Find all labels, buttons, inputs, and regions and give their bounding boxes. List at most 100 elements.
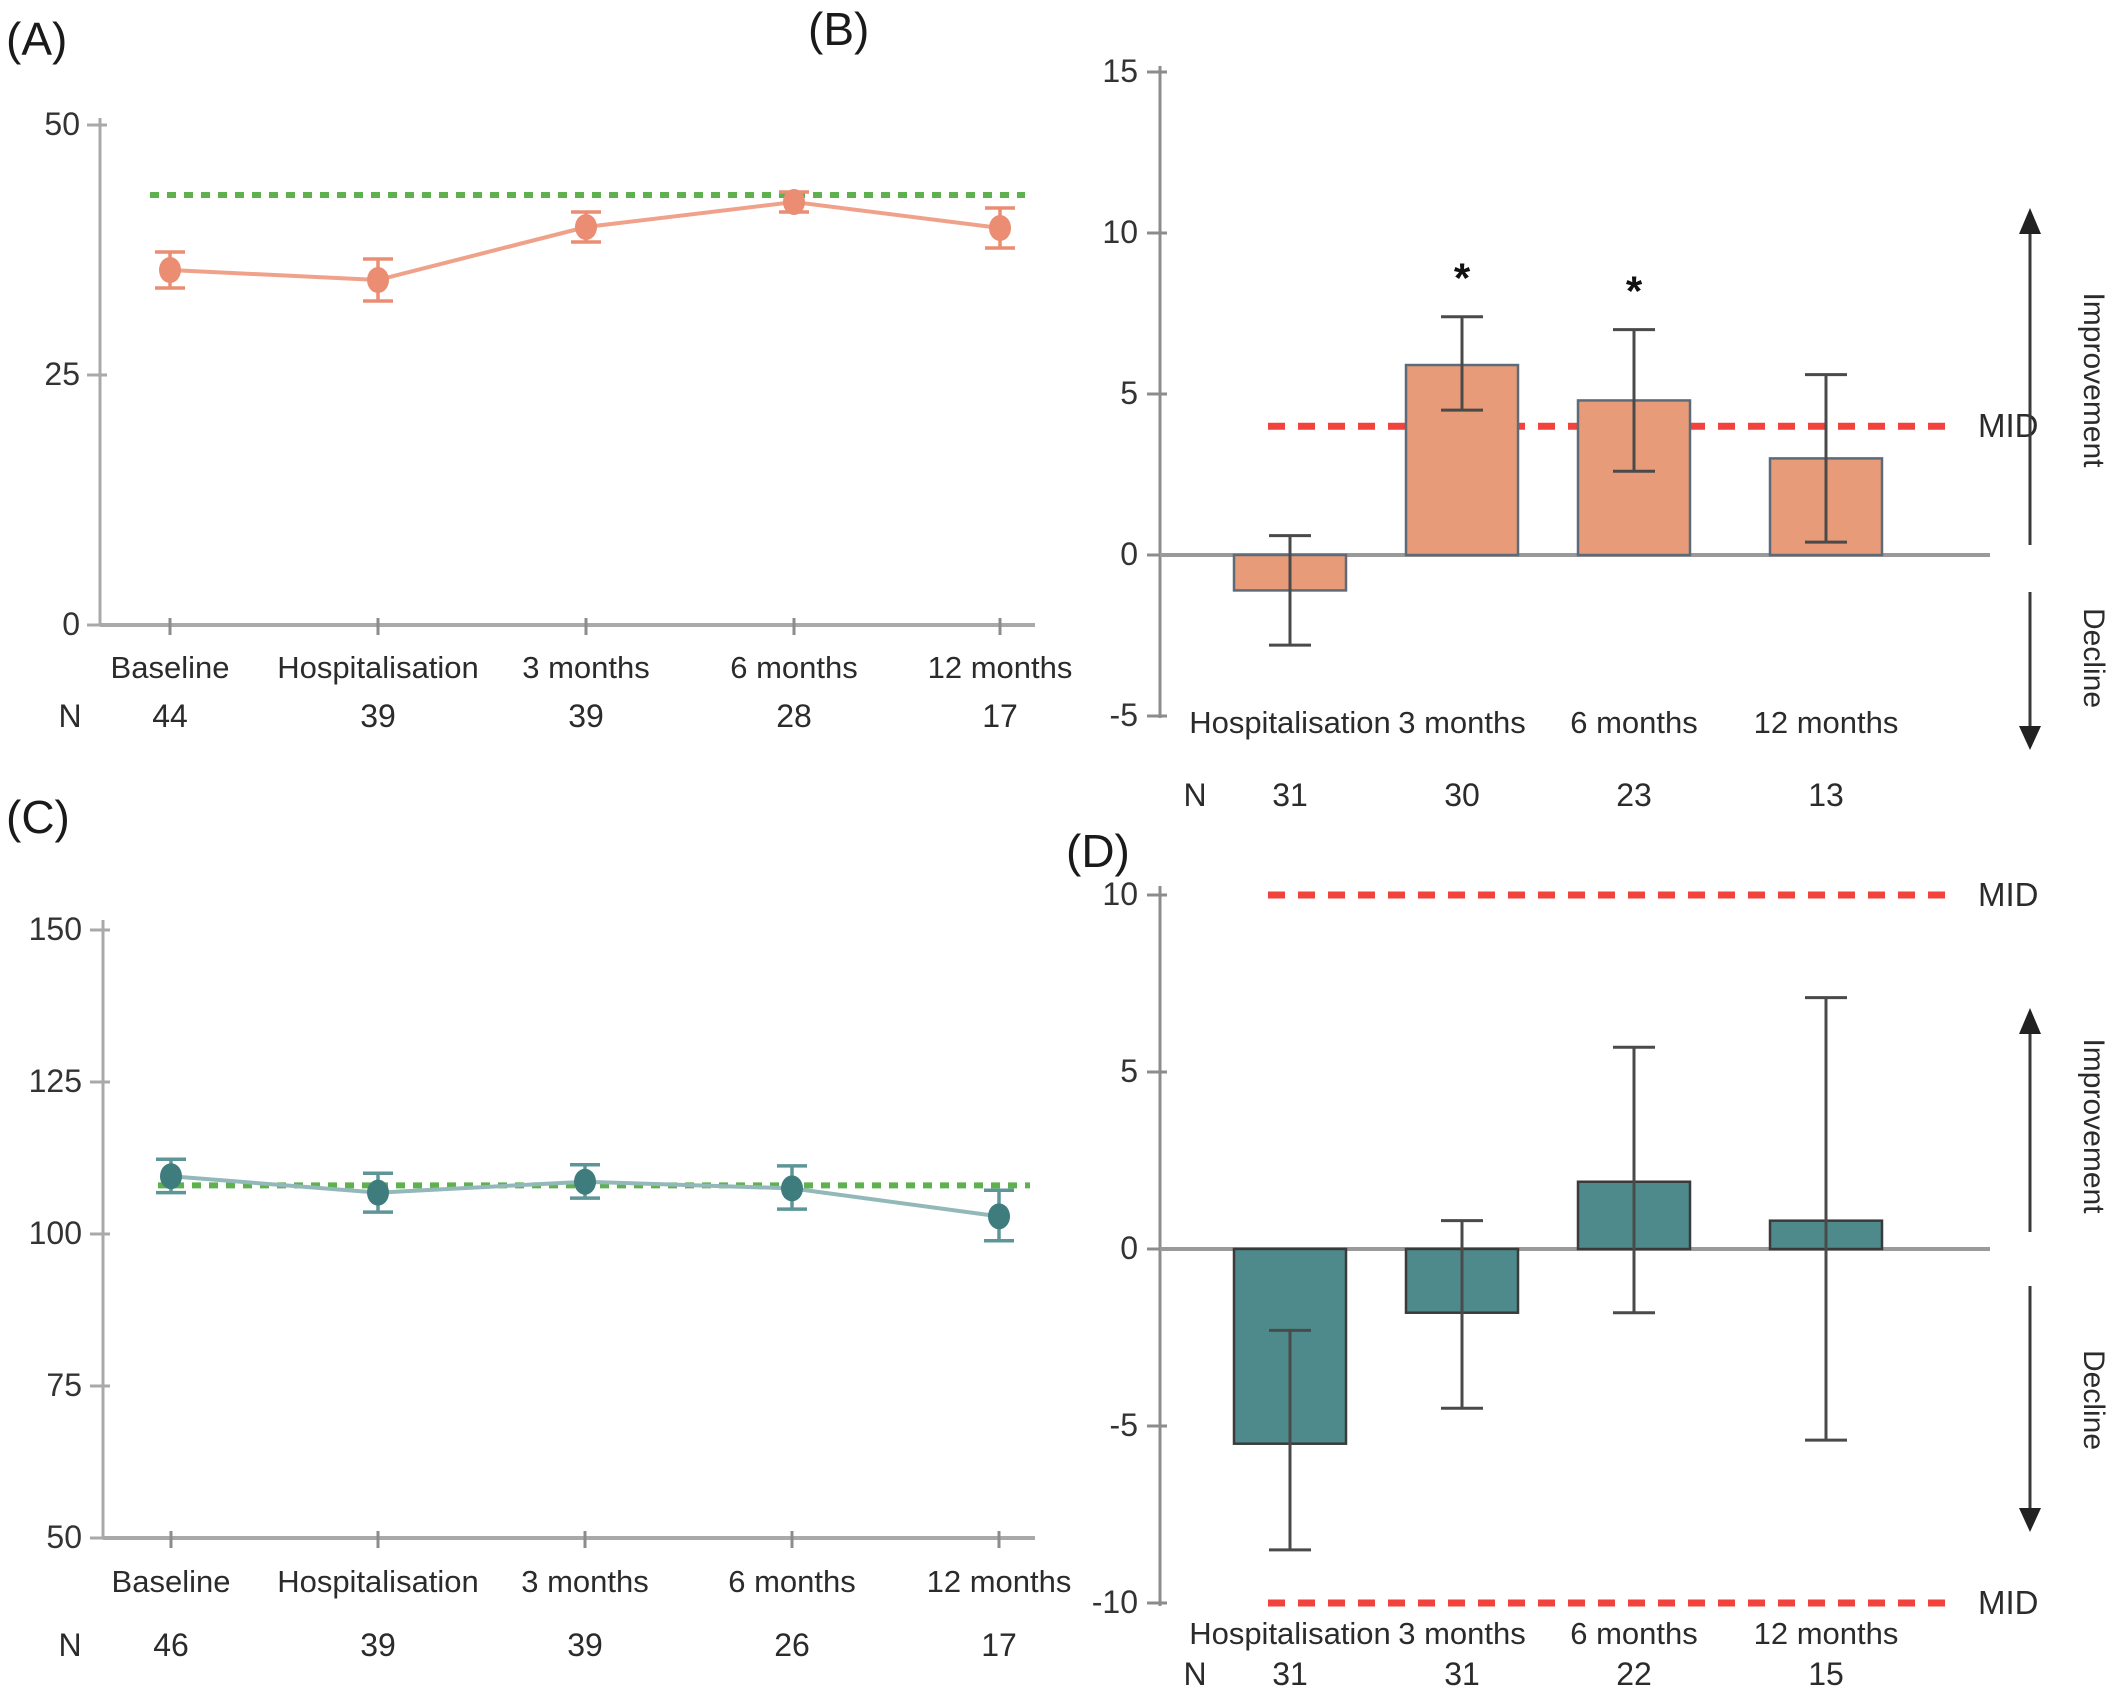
y-tick-label: 0 <box>1120 536 1138 572</box>
panel-label-c: (C) <box>6 791 70 843</box>
n-value: 39 <box>568 698 604 734</box>
improvement-arrowhead-icon <box>2019 208 2041 234</box>
y-tick-label: 125 <box>29 1063 82 1099</box>
category-label: 3 months <box>521 1564 649 1599</box>
panel-label-b: (B) <box>808 3 870 55</box>
category-label: Hospitalisation <box>1189 705 1391 740</box>
direction-annotations: Improvement Decline <box>2019 208 2110 750</box>
improvement-label: Improvement <box>2077 1038 2110 1214</box>
y-tick-label: 5 <box>1120 1053 1138 1089</box>
decline-arrowhead-icon <box>2019 1508 2041 1532</box>
category-label: Hospitalisation <box>277 650 479 685</box>
n-value: 22 <box>1616 1656 1652 1688</box>
panel-a: 50 25 0 Baseline Hospitalisation 3 months 6 mo… <box>44 106 1072 734</box>
data-point <box>367 267 389 293</box>
n-value: 15 <box>1808 1656 1844 1688</box>
data-point <box>574 1168 596 1195</box>
category-label: 12 months <box>1754 1616 1899 1651</box>
n-value: 31 <box>1272 777 1308 813</box>
y-tick-label: -5 <box>1110 1407 1138 1443</box>
error-bar <box>1441 1219 1483 1410</box>
n-value: 23 <box>1616 777 1652 813</box>
y-tick-label: -5 <box>1110 697 1138 733</box>
y-tick-label: 0 <box>62 606 80 642</box>
panel-label-d: (D) <box>1066 825 1130 877</box>
y-tick-label: 15 <box>1102 53 1138 89</box>
data-point <box>160 1163 182 1190</box>
n-value: 30 <box>1444 777 1480 813</box>
error-bar <box>1441 315 1483 412</box>
y-tick-label: -10 <box>1092 1584 1138 1620</box>
n-value: 31 <box>1444 1656 1480 1688</box>
n-value: 17 <box>982 698 1018 734</box>
error-bar <box>1613 1045 1655 1315</box>
error-bar <box>1805 996 1847 1442</box>
significance-star: * <box>1454 255 1471 302</box>
data-point <box>781 1175 803 1202</box>
error-bar <box>1805 373 1847 544</box>
n-value: 44 <box>152 698 188 734</box>
category-label: 12 months <box>928 650 1073 685</box>
n-row-label: N <box>58 1627 81 1663</box>
n-row-label: N <box>1183 777 1206 813</box>
n-value: 17 <box>981 1627 1017 1663</box>
n-row-label: N <box>1183 1656 1206 1688</box>
improvement-arrowhead-icon <box>2019 1008 2041 1034</box>
significance-star: * <box>1626 268 1643 315</box>
category-label: 12 months <box>1754 705 1899 740</box>
n-value: 31 <box>1272 1656 1308 1688</box>
n-value: 28 <box>776 698 812 734</box>
n-value: 39 <box>360 1627 396 1663</box>
y-tick-label: 0 <box>1120 1230 1138 1266</box>
data-point <box>159 257 181 283</box>
category-label: Hospitalisation <box>1189 1616 1391 1651</box>
y-tick-label: 10 <box>1102 876 1138 912</box>
mid-label: MID <box>1978 407 2039 444</box>
improvement-label: Improvement <box>2077 292 2110 468</box>
n-value: 46 <box>153 1627 189 1663</box>
y-tick-label: 100 <box>29 1215 82 1251</box>
n-value: 39 <box>360 698 396 734</box>
n-value: 39 <box>567 1627 603 1663</box>
category-label: Hospitalisation <box>277 1564 479 1599</box>
y-tick-label: 150 <box>29 911 82 947</box>
data-point <box>783 189 805 215</box>
category-label: 3 months <box>522 650 650 685</box>
y-tick-label: 25 <box>44 356 80 392</box>
direction-annotations: Improvement Decline <box>2019 1008 2110 1532</box>
category-label: 6 months <box>728 1564 856 1599</box>
data-point <box>989 215 1011 241</box>
y-tick-label: 5 <box>1120 375 1138 411</box>
mid-label: MID <box>1978 1584 2039 1621</box>
error-bar <box>1613 328 1655 473</box>
n-value: 13 <box>1808 777 1844 813</box>
data-point <box>575 214 597 240</box>
category-label: Baseline <box>111 650 230 685</box>
n-row-label: N <box>58 698 81 734</box>
category-label: 3 months <box>1398 1616 1526 1651</box>
n-value: 26 <box>774 1627 810 1663</box>
data-point <box>988 1203 1010 1230</box>
decline-label: Decline <box>2077 1350 2110 1450</box>
y-tick-label: 75 <box>46 1367 82 1403</box>
category-label: Baseline <box>112 1564 231 1599</box>
category-label: 12 months <box>927 1564 1072 1599</box>
category-label: 6 months <box>730 650 858 685</box>
error-bar <box>1269 534 1311 647</box>
decline-arrowhead-icon <box>2019 726 2041 750</box>
category-label: 6 months <box>1570 705 1698 740</box>
category-label: 6 months <box>1570 1616 1698 1651</box>
error-bar <box>1269 1328 1311 1552</box>
panel-d: 10 5 0 -5 -10 MID MID Hospitalisation 3 months 6 … <box>1092 876 2110 1688</box>
mid-label: MID <box>1978 876 2039 913</box>
category-label: 3 months <box>1398 705 1526 740</box>
y-tick-label: 10 <box>1102 214 1138 250</box>
decline-label: Decline <box>2077 608 2110 708</box>
y-tick-label: 50 <box>44 106 80 142</box>
panel-b: 15 10 5 0 -5 MID * * Hospitalisation 3 months 6 mo… <box>1102 53 2110 813</box>
data-point <box>367 1179 389 1206</box>
panel-c: 150 125 100 75 50 Baseline Hospitalisation 3 mo… <box>29 911 1072 1663</box>
y-tick-label: 50 <box>46 1519 82 1555</box>
